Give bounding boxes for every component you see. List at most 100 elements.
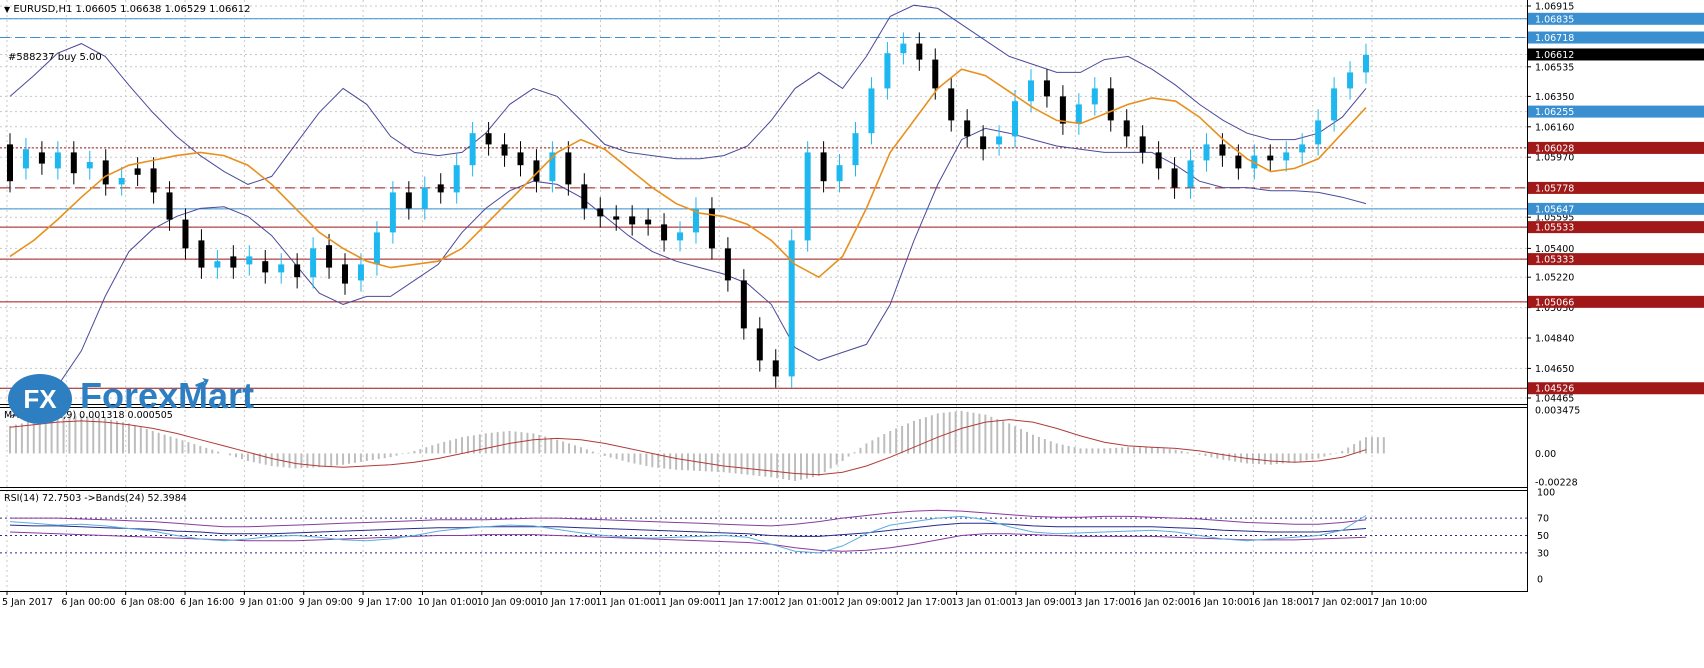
candle-body: [677, 232, 684, 241]
candle-body: [1091, 88, 1098, 105]
time-tick-label: 12 Jan 17:00: [892, 597, 952, 608]
candle-body: [868, 88, 875, 134]
price-level-tag: [1528, 141, 1704, 154]
candle-body: [517, 152, 524, 166]
price-level-tag: [1528, 181, 1704, 194]
candle-body: [740, 280, 747, 329]
candle-body: [565, 152, 572, 185]
candle-body: [1012, 101, 1019, 137]
price-level-tag: [1528, 12, 1704, 25]
symbol-header: ▼ EURUSD,H1 1.06605 1.06638 1.06529 1.06…: [4, 4, 250, 15]
candle-body: [421, 187, 428, 209]
candle-body: [54, 152, 61, 169]
candle-body: [102, 160, 109, 185]
candle-body: [804, 152, 811, 241]
candle-body: [900, 43, 907, 54]
candle-body: [788, 240, 795, 377]
candle-body: [501, 144, 508, 156]
candle-body: [836, 165, 843, 182]
price-level-tag: [1528, 31, 1704, 44]
price-tick-label: 1.05970: [1535, 153, 1574, 164]
logo-word-a: Forex: [80, 375, 179, 416]
time-tick-label: 13 Jan 01:00: [952, 597, 1012, 608]
price-tick-label: 1.04840: [1535, 334, 1574, 345]
candle-body: [326, 245, 333, 268]
time-tick-label: 6 Jan 00:00: [61, 597, 115, 608]
candle-body: [661, 224, 668, 241]
price-tick-label: 1.05400: [1535, 244, 1574, 255]
rsi-title: RSI(14) 72.7503 ->Bands(24) 52.3984: [4, 493, 187, 504]
candle-body: [70, 152, 77, 174]
logo: FX ForexMart ➚: [8, 368, 283, 428]
price-tick-label: 1.05220: [1535, 273, 1574, 284]
candle-body: [373, 232, 380, 265]
candle-body: [453, 165, 460, 193]
candle-body: [198, 240, 205, 268]
candle-body: [549, 152, 556, 182]
candle-body: [262, 261, 269, 273]
candle-body: [597, 208, 604, 217]
candle-body: [1139, 136, 1146, 153]
candle-body: [948, 88, 955, 121]
time-tick-label: 9 Jan 09:00: [299, 597, 353, 608]
candle-body: [389, 192, 396, 233]
price-level-tag-label: 1.06612: [1535, 50, 1574, 61]
time-tick-label: 9 Jan 17:00: [358, 597, 412, 608]
candle-body: [852, 133, 859, 166]
rsi-tick-label: 70: [1537, 514, 1549, 525]
candle-body: [1347, 72, 1354, 89]
macd-tick-label: -0.00228: [1535, 478, 1578, 489]
candle-body: [916, 43, 923, 60]
candle-body: [246, 256, 253, 265]
rsi-tick-label: 30: [1537, 548, 1549, 559]
candle-body: [230, 256, 237, 268]
candle-body: [342, 264, 349, 284]
candle-body: [613, 216, 620, 220]
candle-body: [1299, 144, 1306, 153]
price-level-tag: [1528, 295, 1704, 308]
candle-body: [884, 53, 891, 89]
price-tick-label: 1.06915: [1535, 2, 1574, 13]
candle-body: [1267, 155, 1274, 161]
candle-body: [980, 136, 987, 150]
order-label: #588237 buy 5.00: [8, 52, 102, 63]
candle-body: [278, 264, 285, 273]
candle-body: [724, 248, 731, 281]
time-tick-label: 16 Jan 02:00: [1130, 597, 1190, 608]
time-tick-label: 17 Jan 02:00: [1308, 597, 1368, 608]
candle-body: [166, 192, 173, 220]
candle-body: [1171, 168, 1178, 188]
collapse-triangle-icon[interactable]: ▼: [4, 5, 11, 14]
price-level-tag-label: 1.06028: [1535, 143, 1574, 154]
fx-mark: FX: [23, 384, 57, 414]
symbol-line: EURUSD,H1 1.06605 1.06638 1.06529 1.0661…: [13, 4, 251, 15]
price-tick-label: 1.04650: [1535, 364, 1574, 375]
price-tick-label: 1.05030: [1535, 303, 1574, 314]
candle-body: [772, 360, 779, 377]
price-level-tag-label: 1.05647: [1535, 204, 1574, 215]
candle-body: [1219, 144, 1226, 156]
candle-body: [1155, 152, 1162, 169]
candle-body: [1187, 160, 1194, 188]
price-tick-label: 1.06535: [1535, 62, 1574, 73]
candle-body: [692, 208, 699, 233]
candle-body: [485, 133, 492, 145]
price-level-tag-label: 1.05533: [1535, 223, 1574, 234]
candle-body: [150, 168, 157, 193]
bollinger-upper-line: [9, 4, 1367, 185]
candle-body: [756, 328, 763, 361]
candle-body: [581, 184, 588, 209]
macd-tick-label: 0.003475: [1535, 405, 1580, 416]
time-tick-label: 11 Jan 17:00: [714, 597, 774, 608]
time-tick-label: 13 Jan 17:00: [1070, 597, 1130, 608]
time-tick-label: 5 Jan 2017: [2, 597, 53, 608]
candle-body: [820, 152, 827, 182]
time-tick-label: 11 Jan 09:00: [655, 597, 715, 608]
candle-body: [469, 133, 476, 166]
candle-body: [533, 160, 540, 182]
candle-body: [310, 248, 317, 278]
candle-body: [629, 216, 636, 225]
candle-body: [214, 261, 221, 268]
